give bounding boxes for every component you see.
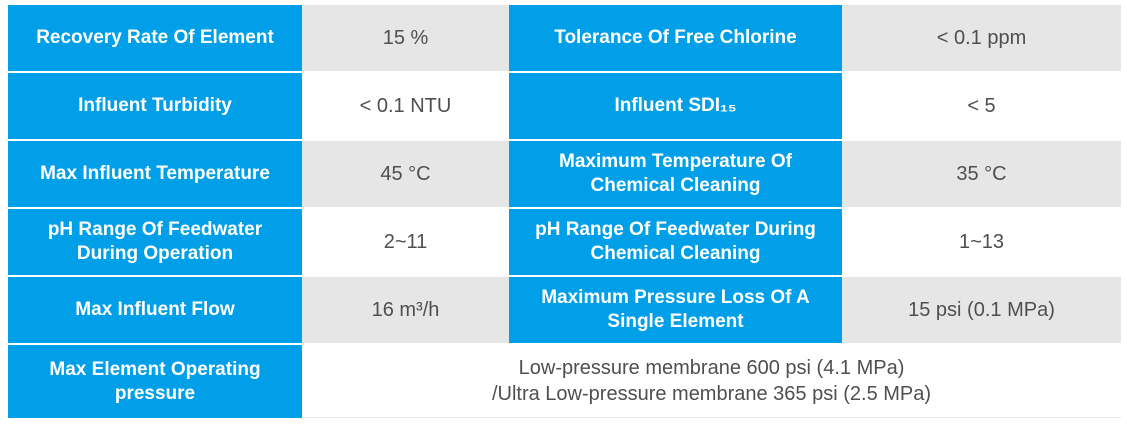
element-spec-table: Recovery Rate Of Element 15 % Tolerance … xyxy=(8,5,1121,418)
spec-value-influent-turbidity: < 0.1 NTU xyxy=(302,73,509,139)
spec-value-max-temp-chemical-cleaning: 35 °C xyxy=(842,141,1121,207)
spec-label-max-temp-chemical-cleaning: Maximum Temperature Of Chemical Cleaning xyxy=(509,141,842,207)
spec-label-ph-range-operation: pH Range Of Feedwater During Operation xyxy=(8,209,302,275)
spec-value-recovery-rate: 15 % xyxy=(302,5,509,71)
spec-label-tolerance-free-chlorine: Tolerance Of Free Chlorine xyxy=(509,5,842,71)
spec-value-max-operating-pressure-line2: /Ultra Low-pressure membrane 365 psi (2.… xyxy=(491,383,932,405)
spec-label-ph-range-chemical-cleaning: pH Range Of Feedwater During Chemical Cl… xyxy=(509,209,842,275)
spec-value-influent-sdi15: < 5 xyxy=(842,73,1121,139)
spec-value-max-influent-flow: 16 m³/h xyxy=(302,277,509,343)
spec-value-max-operating-pressure: Low-pressure membrane 600 psi (4.1 MPa) … xyxy=(302,345,1121,418)
spec-label-max-operating-pressure: Max Element Operating pressure xyxy=(8,345,302,418)
spec-value-ph-range-chemical-cleaning: 1~13 xyxy=(842,209,1121,275)
spec-label-max-influent-temperature: Max Influent Temperature xyxy=(8,141,302,207)
spec-value-max-pressure-loss: 15 psi (0.1 MPa) xyxy=(842,277,1121,343)
spec-value-max-influent-temperature: 45 °C xyxy=(302,141,509,207)
spec-label-max-influent-flow: Max Influent Flow xyxy=(8,277,302,343)
spec-label-influent-sdi15: Influent SDI₁₅ xyxy=(509,73,842,139)
spec-value-tolerance-free-chlorine: < 0.1 ppm xyxy=(842,5,1121,71)
spec-value-max-operating-pressure-line1: Low-pressure membrane 600 psi (4.1 MPa) xyxy=(518,357,905,379)
spec-value-ph-range-operation: 2~11 xyxy=(302,209,509,275)
spec-label-recovery-rate: Recovery Rate Of Element xyxy=(8,5,302,71)
spec-label-max-pressure-loss: Maximum Pressure Loss Of A Single Elemen… xyxy=(509,277,842,343)
spec-label-influent-turbidity: Influent Turbidity xyxy=(8,73,302,139)
